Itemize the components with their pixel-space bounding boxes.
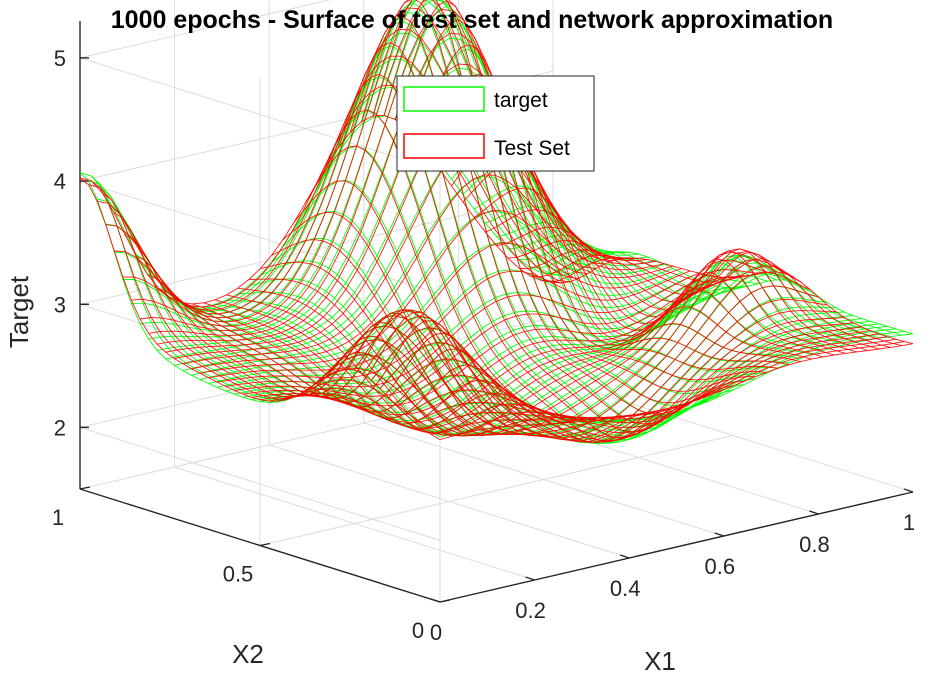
mesh-series-test-set	[79, 0, 914, 443]
mesh-line	[541, 257, 902, 347]
mesh-line	[271, 239, 632, 436]
mesh-line	[383, 0, 745, 404]
axis-layer	[79, 21, 914, 603]
mesh-line	[91, 180, 452, 437]
mesh-line	[226, 294, 587, 434]
mesh-line	[507, 234, 869, 341]
x-tick-label: 1	[903, 510, 915, 535]
x-tick-label: 0	[430, 620, 442, 645]
mesh-line	[192, 303, 553, 425]
x-axis-label: X1	[644, 646, 676, 676]
mesh-series-target	[79, 0, 914, 445]
legend-swatch-test-set	[403, 133, 485, 159]
x-tick-label: 0.8	[799, 532, 830, 557]
x-tick-label: 0.6	[705, 554, 736, 579]
mesh-line	[304, 145, 666, 443]
grid-line-z-backwall	[79, 316, 554, 428]
x-tick-mark	[430, 598, 441, 603]
mesh-line	[237, 287, 598, 436]
y-tick-mark	[79, 486, 91, 490]
mesh-line	[271, 238, 632, 435]
mesh-line	[473, 187, 835, 356]
mesh-line	[541, 251, 902, 336]
mesh-line	[293, 180, 655, 441]
mesh-line	[519, 249, 880, 350]
mesh-line	[214, 299, 576, 430]
x-tick-label: 0.4	[610, 576, 641, 601]
z-tick-label: 5	[54, 46, 66, 71]
y-tick-mark	[259, 542, 271, 547]
mesh-line	[394, 5, 756, 395]
mesh-line	[406, 24, 767, 383]
z-tick-label: 2	[54, 415, 66, 440]
y-axis-label: X2	[232, 639, 264, 669]
mesh-line	[169, 297, 531, 426]
x-tick-mark	[903, 488, 914, 493]
x-tick-label: 0.2	[515, 598, 546, 623]
mesh-line	[530, 254, 891, 348]
z-axis-label: Target	[4, 275, 34, 348]
mesh-line	[372, 0, 733, 415]
mesh-line	[158, 288, 520, 426]
mesh-line	[406, 19, 767, 381]
mesh-line	[496, 226, 857, 353]
z-tick-label: 4	[54, 169, 66, 194]
mesh-line	[260, 261, 621, 436]
chart-title: 1000 epochs - Surface of test set and ne…	[111, 6, 833, 34]
mesh-line	[248, 278, 609, 437]
mesh-line	[485, 209, 846, 354]
mesh-line	[282, 211, 643, 438]
mesh-line	[147, 274, 508, 427]
grid-line-y-floor	[259, 435, 734, 546]
mesh-line	[113, 212, 475, 432]
legend-swatch-target	[403, 86, 485, 112]
x-tick-mark	[525, 576, 535, 581]
x-tick-mark	[809, 510, 819, 515]
mesh-line	[361, 0, 722, 425]
mesh-line	[102, 188, 463, 433]
mesh-line	[552, 257, 914, 345]
mesh-line	[394, 0, 756, 392]
mesh-line	[203, 302, 565, 425]
grid-line-z-backwall	[79, 0, 332, 59]
mesh-line	[349, 20, 711, 435]
y-tick-mark	[439, 599, 451, 603]
mesh-line	[327, 74, 688, 442]
x-tick-mark	[714, 532, 725, 537]
y-tick-label: 1	[52, 505, 64, 530]
legend-label-test-set: Test Set	[494, 137, 570, 160]
mesh-line	[338, 45, 700, 441]
mesh-line	[79, 177, 441, 440]
z-tick-label: 3	[54, 292, 66, 317]
mesh-line	[414, 325, 888, 423]
mesh-line	[102, 192, 463, 435]
legend: target Test Set	[396, 75, 595, 172]
x-tick-mark	[619, 554, 630, 559]
mesh-line	[181, 301, 542, 425]
mesh-line	[147, 273, 508, 428]
mesh-line	[90, 175, 452, 435]
grid-line-y-floor	[79, 378, 554, 490]
mesh-line	[124, 234, 486, 430]
y-tick-label: 0	[412, 618, 424, 643]
mesh-line	[136, 255, 497, 428]
legend-label-target: target	[494, 89, 548, 112]
mesh-line	[372, 0, 733, 417]
mesh-line	[507, 240, 869, 351]
grid-line-z-backwall	[79, 193, 554, 305]
mesh-line	[417, 44, 778, 370]
x-axis-line	[439, 491, 914, 603]
surface-layer	[79, 0, 914, 445]
mesh-line	[417, 48, 778, 372]
mesh-line	[349, 15, 711, 433]
mesh-line	[338, 41, 700, 439]
mesh-line	[439, 333, 914, 438]
tick-labels: 0 0.2 0.4 0.6 0.8 1 0 0.5 1 2 3 4 5	[52, 46, 915, 645]
legend-box	[396, 75, 595, 172]
y-tick-label: 0.5	[223, 562, 254, 587]
mesh-line	[485, 205, 846, 345]
